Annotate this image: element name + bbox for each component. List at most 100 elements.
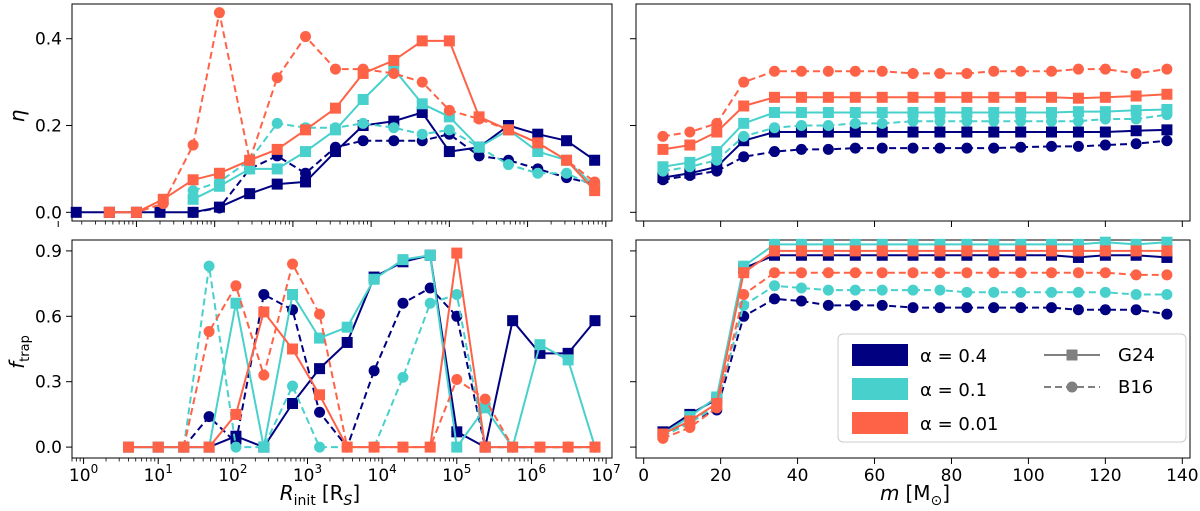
data-point [1130, 104, 1142, 116]
data-point [1099, 106, 1111, 118]
data-point [822, 245, 834, 257]
data-point [244, 154, 256, 166]
data-point [562, 441, 574, 453]
data-point [907, 107, 919, 118]
data-point [1015, 302, 1027, 314]
data-point [1161, 88, 1173, 100]
data-point [451, 374, 463, 386]
data-point [795, 107, 807, 118]
data-point [961, 107, 973, 118]
data-point [822, 120, 834, 132]
data-point [711, 402, 723, 414]
rinit-axis-label-sub: init [294, 493, 317, 509]
data-point [589, 315, 601, 327]
x-tick-label: 106 [517, 462, 546, 486]
data-point [388, 122, 400, 134]
data-point [988, 65, 1000, 77]
data-point [1046, 267, 1057, 279]
data-point [388, 54, 400, 66]
x-tick-exp: 0 [91, 462, 99, 476]
data-point [300, 146, 312, 158]
data-point [213, 176, 225, 188]
x-tick-label: 80 [941, 466, 963, 486]
data-point [822, 299, 834, 311]
data-point [271, 72, 283, 84]
data-point [657, 165, 669, 177]
data-point [684, 139, 696, 151]
data-point [1161, 308, 1173, 320]
data-point [203, 326, 215, 338]
legend-swatch [852, 412, 908, 434]
data-point [271, 117, 283, 129]
data-point [738, 289, 750, 300]
x-tick-exp: 4 [389, 462, 397, 476]
data-point [1046, 140, 1057, 152]
data-point [1046, 91, 1057, 103]
data-point [876, 117, 888, 129]
data-point [502, 159, 514, 171]
data-point [271, 143, 283, 155]
legend-frame [837, 333, 1187, 443]
data-point [123, 441, 135, 453]
data-point [416, 76, 428, 88]
data-point [473, 150, 485, 162]
data-point [907, 126, 919, 138]
data-point [934, 107, 946, 118]
data-point [849, 65, 861, 77]
data-point [988, 302, 1000, 314]
axes-frame [71, 239, 613, 459]
data-point [507, 315, 519, 327]
data-point [1072, 140, 1084, 152]
data-point [1072, 106, 1084, 118]
data-point [1015, 115, 1027, 127]
data-point [230, 280, 242, 292]
legend-label: α = 0.01 [920, 414, 998, 435]
x-tick-label: 20 [710, 466, 732, 486]
rinit-axis-label-unit-sub: S [344, 493, 353, 509]
mass-axis-label: m [M⊙] [880, 481, 950, 509]
x-tick-label: 0 [638, 466, 649, 486]
data-point [961, 302, 973, 314]
rinit-axis-label: Rinit [RS] [280, 481, 360, 509]
data-point [187, 174, 199, 186]
data-point [822, 91, 834, 103]
data-point [589, 176, 601, 188]
data-point [329, 102, 341, 114]
data-point [822, 238, 834, 250]
data-point [795, 65, 807, 77]
data-point [154, 206, 166, 218]
data-point [479, 393, 491, 405]
data-point [738, 151, 750, 163]
data-point [1161, 109, 1173, 121]
data-point [1130, 304, 1142, 316]
data-point [424, 297, 436, 309]
x-tick-label: 140 [1166, 466, 1198, 486]
data-point [988, 142, 1000, 154]
data-point [961, 238, 973, 250]
data-point [1072, 245, 1084, 257]
series-line [192, 122, 596, 192]
data-point [795, 126, 807, 138]
data-point [1072, 267, 1084, 279]
data-point [769, 122, 780, 134]
data-point [258, 369, 270, 381]
data-point [1130, 67, 1142, 79]
data-point [1161, 269, 1173, 281]
data-point [1130, 245, 1142, 257]
axes-frame [635, 3, 1191, 222]
data-point [795, 91, 807, 103]
data-point [657, 130, 669, 142]
data-point [357, 93, 369, 105]
data-point [876, 142, 888, 154]
data-point [416, 128, 428, 140]
data-point [822, 267, 834, 279]
x-tick-base: 10 [368, 466, 390, 486]
data-point [1099, 126, 1111, 138]
data-point [769, 293, 780, 305]
data-point [1015, 91, 1027, 103]
data-point [213, 7, 225, 19]
data-point [711, 154, 723, 166]
mass-axis-label-unit: [M [905, 481, 930, 505]
y-tick-label: 0.3 [35, 373, 62, 393]
